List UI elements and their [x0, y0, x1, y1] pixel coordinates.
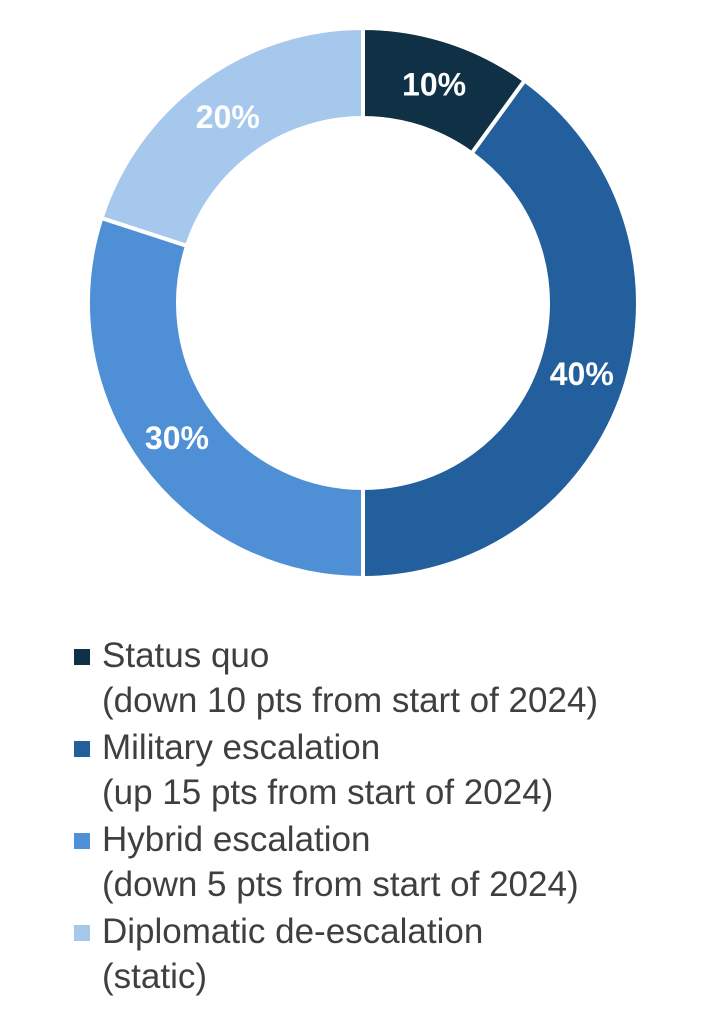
legend-label: Hybrid escalation	[102, 820, 371, 859]
legend-swatch	[74, 833, 90, 849]
slice-value-label-3: 30%	[145, 420, 209, 456]
slice-value-label-2: 40%	[550, 356, 614, 392]
legend-note: (down 10 pts from start of 2024)	[102, 681, 599, 720]
legend-item: Hybrid escalation (down 5 pts from start …	[74, 817, 598, 907]
donut-slice-3	[86, 215, 365, 581]
legend-item: Status quo (down 10 pts from start of 202…	[74, 633, 598, 723]
legend-note: (static)	[102, 957, 207, 996]
legend-label: Military escalation	[102, 728, 381, 767]
donut-slice-2	[361, 77, 640, 581]
donut-slice-4	[98, 25, 365, 249]
legend-swatch	[74, 741, 90, 757]
legend-swatch	[74, 925, 90, 941]
slice-value-label-1: 10%	[402, 66, 466, 102]
legend-note: (down 5 pts from start of 2024)	[102, 865, 579, 904]
legend-label: Diplomatic de-escalation	[102, 912, 484, 951]
legend-note: (up 15 pts from start of 2024)	[102, 773, 554, 812]
slice-value-label-4: 20%	[196, 99, 260, 135]
legend-swatch	[74, 649, 90, 665]
chart-legend: Status quo (down 10 pts from start of 202…	[74, 633, 598, 1001]
legend-label: Status quo	[102, 636, 270, 675]
legend-item: Diplomatic de-escalation (static)	[74, 909, 598, 999]
legend-item: Military escalation (up 15 pts from start…	[74, 725, 598, 815]
donut-chart: 10% 40% 30% 20%	[86, 25, 640, 581]
